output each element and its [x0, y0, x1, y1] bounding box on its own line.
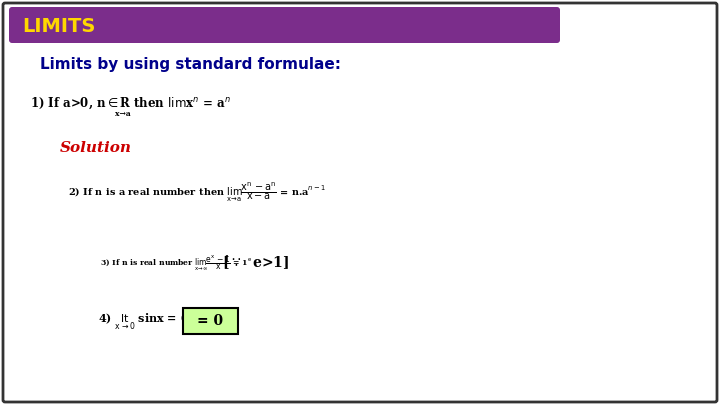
- Text: Solution: Solution: [60, 141, 132, 155]
- Text: 1) If a>0, n$\in$R then $\lim$x$^n$ = a$^n$: 1) If a>0, n$\in$R then $\lim$x$^n$ = a$…: [30, 95, 230, 111]
- Text: [$\because$  e>1]: [$\because$ e>1]: [222, 255, 289, 271]
- Text: 2) If n is a real number then $\lim_{\mathrm{x\to a}}\!\dfrac{\mathrm{x^n-a^n}}{: 2) If n is a real number then $\lim_{\ma…: [68, 181, 326, 204]
- Bar: [183, 308, 238, 334]
- Text: LIMITS: LIMITS: [22, 17, 95, 36]
- Text: 3) If n is real number $\lim_{\mathrm{x\to\infty}}\!\dfrac{\mathrm{e^{x}-1}}{\ma: 3) If n is real number $\lim_{\mathrm{x\…: [100, 253, 252, 273]
- FancyBboxPatch shape: [3, 3, 717, 402]
- FancyBboxPatch shape: [9, 7, 560, 43]
- Text: Limits by using standard formulae:: Limits by using standard formulae:: [40, 58, 341, 72]
- Text: 4) $\underset{\mathrm{x\to 0}}{\mathrm{lt}}$ sinx = 0: 4) $\underset{\mathrm{x\to 0}}{\mathrm{l…: [98, 312, 189, 333]
- Text: = 0: = 0: [197, 314, 224, 328]
- Text: x→a: x→a: [115, 110, 131, 118]
